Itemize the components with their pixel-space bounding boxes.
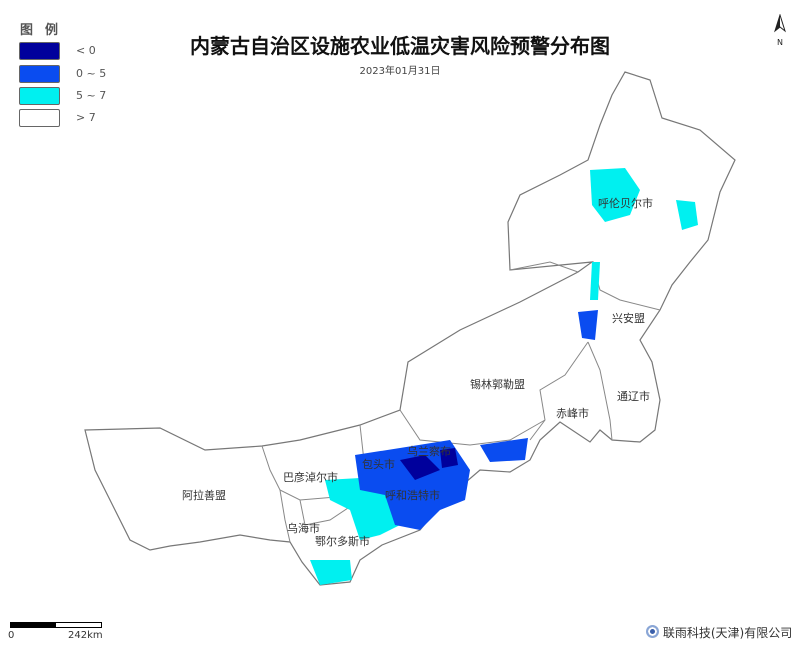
legend-swatch-below-0 [19, 42, 60, 60]
legend-swatch-0-5 [19, 65, 60, 83]
company-name: 联雨科技(天津)有限公司 [662, 626, 793, 640]
legend-title: 图例 [20, 23, 71, 38]
risk-area-5-7 [590, 262, 600, 300]
risk-area-5-7 [310, 560, 352, 585]
north-label: N [777, 38, 783, 47]
legend-swatch-5-7 [19, 87, 60, 105]
region-label: 呼和浩特市 [385, 489, 440, 502]
legend-label: < 0 [76, 44, 96, 57]
scale-end: 242km [68, 630, 103, 641]
region-label: 巴彦淖尔市 [283, 471, 338, 484]
region-label: 乌兰察布 [407, 445, 451, 458]
scale-start: 0 [8, 630, 15, 641]
region-label: 赤峰市 [556, 407, 589, 420]
map-date: 2023年01月31日 [359, 66, 441, 77]
risk-area-5-7 [676, 200, 698, 230]
north-arrow-icon: N [772, 13, 788, 47]
risk-area-5-7 [590, 168, 640, 222]
scale-bar: 0 242km [8, 622, 103, 641]
legend-label: > 7 [76, 111, 96, 124]
region-label: 兴安盟 [612, 312, 645, 325]
region-label: 阿拉善盟 [182, 489, 226, 502]
risk-area-below-0 [440, 448, 458, 468]
risk-areas [310, 168, 698, 585]
inner-mongolia-outline [84, 71, 736, 586]
company-credit: 联雨科技(天津)有限公司 [646, 624, 792, 641]
risk-area-0-5 [355, 440, 470, 530]
region-label: 锡林郭勒盟 [470, 378, 525, 391]
risk-area-below-0 [400, 455, 440, 480]
region-label: 包头市 [362, 458, 395, 471]
region-label: 鄂尔多斯市 [315, 535, 370, 548]
legend-label: 0 ~ 5 [76, 67, 107, 80]
map-title: 内蒙古自治区设施农业低温灾害风险预警分布图 [190, 34, 610, 58]
risk-area-0-5 [480, 438, 528, 462]
scale-bar-graphic [10, 622, 102, 628]
region-label: 乌海市 [287, 522, 320, 535]
region-label: 通辽市 [617, 390, 650, 403]
legend-swatch-above-7 [19, 109, 60, 127]
risk-area-0-5 [578, 310, 598, 340]
legend-label: 5 ~ 7 [76, 89, 107, 102]
region-label: 呼伦贝尔市 [598, 197, 653, 210]
company-logo-icon [646, 625, 659, 638]
